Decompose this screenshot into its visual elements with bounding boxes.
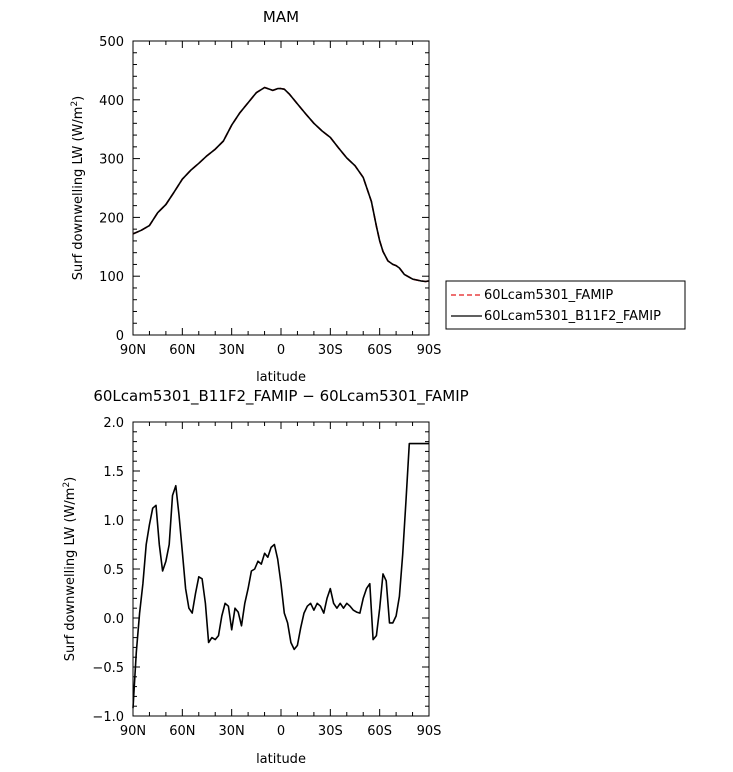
bottom-y-tick-label: 0.5 xyxy=(103,563,124,578)
top-series xyxy=(132,86,430,283)
top-ticks: 90N 60N 30N 0 30S 60S 90S 0 100 200 300 400 500 xyxy=(99,35,441,358)
bottom-y-tick-label: −1.0 xyxy=(92,710,124,725)
top-chart-title: MAM xyxy=(263,8,299,26)
top-x-axis-label: latitude xyxy=(256,370,306,385)
bottom-y-tick-label: −0.5 xyxy=(92,661,124,676)
legend-label-b11f2: 60Lcam5301_B11F2_FAMIP xyxy=(484,309,661,324)
top-panel: MAM 90N 60N 30N 0 30S 60S 90S0100200300400500 … xyxy=(70,8,441,385)
bottom-y-tick-label: 0.0 xyxy=(103,612,124,627)
top-y-tick-label: 100 xyxy=(99,270,124,285)
top-y-tick-label: 400 xyxy=(99,94,124,109)
legend-label-famip: 60Lcam5301_FAMIP xyxy=(484,288,613,303)
bottom-x-tick-label: 0 xyxy=(277,724,285,739)
bottom-panel: 60Lcam5301_B11F2_FAMIP − 60Lcam5301_FAMI… xyxy=(62,387,469,767)
bottom-plot-frame xyxy=(132,421,430,717)
bottom-y-tick-label: 1.5 xyxy=(103,465,124,480)
top-y-tick-label: 200 xyxy=(99,211,124,226)
top-y-tick-label: 500 xyxy=(99,35,124,50)
bottom-x-tick-label: 60S xyxy=(367,724,392,739)
legend-box xyxy=(445,280,686,330)
bottom-y-tick-label: 2.0 xyxy=(103,416,124,431)
bottom-series-line-0 xyxy=(132,442,429,709)
bottom-x-tick-label: 30N xyxy=(219,724,245,739)
top-x-tick-label: 90N xyxy=(120,343,146,358)
top-x-tick-label: 60S xyxy=(367,343,392,358)
top-y-tick-label: 0 xyxy=(116,329,124,344)
bottom-x-tick-label: 90S xyxy=(417,724,442,739)
top-series-line-0 xyxy=(132,86,430,283)
top-x-tick-label: 30N xyxy=(219,343,245,358)
bottom-series xyxy=(132,442,429,709)
bottom-y-tick-label: 1.0 xyxy=(103,514,124,529)
bottom-y-axis-label: Surf downwelling LW (W/m2) xyxy=(62,477,78,662)
top-x-tick-label: 90S xyxy=(417,343,442,358)
bottom-ticks: 90N 60N 30N 0 30S 60S 90S −1.0 −0.5 0.0 0.5 1.0 1.5 2… xyxy=(92,416,441,739)
legend: 60Lcam5301_FAMIP 60Lcam5301_B11F2_FAMIP xyxy=(445,280,686,330)
top-series-line-1 xyxy=(132,86,430,283)
bottom-x-tick-label: 60N xyxy=(169,724,195,739)
bottom-chart-title: 60Lcam5301_B11F2_FAMIP − 60Lcam5301_FAMI… xyxy=(93,387,468,406)
bottom-x-axis-label: latitude xyxy=(256,752,306,767)
top-y-axis-label: Surf downwelling LW (W/m2) xyxy=(70,96,86,281)
bottom-x-tick-label: 30S xyxy=(318,724,343,739)
top-x-tick-label: 0 xyxy=(277,343,285,358)
top-x-tick-label: 60N xyxy=(169,343,195,358)
top-y-tick-label: 300 xyxy=(99,153,124,168)
bottom-x-tick-label: 90N xyxy=(120,724,146,739)
top-x-tick-label: 30S xyxy=(318,343,343,358)
